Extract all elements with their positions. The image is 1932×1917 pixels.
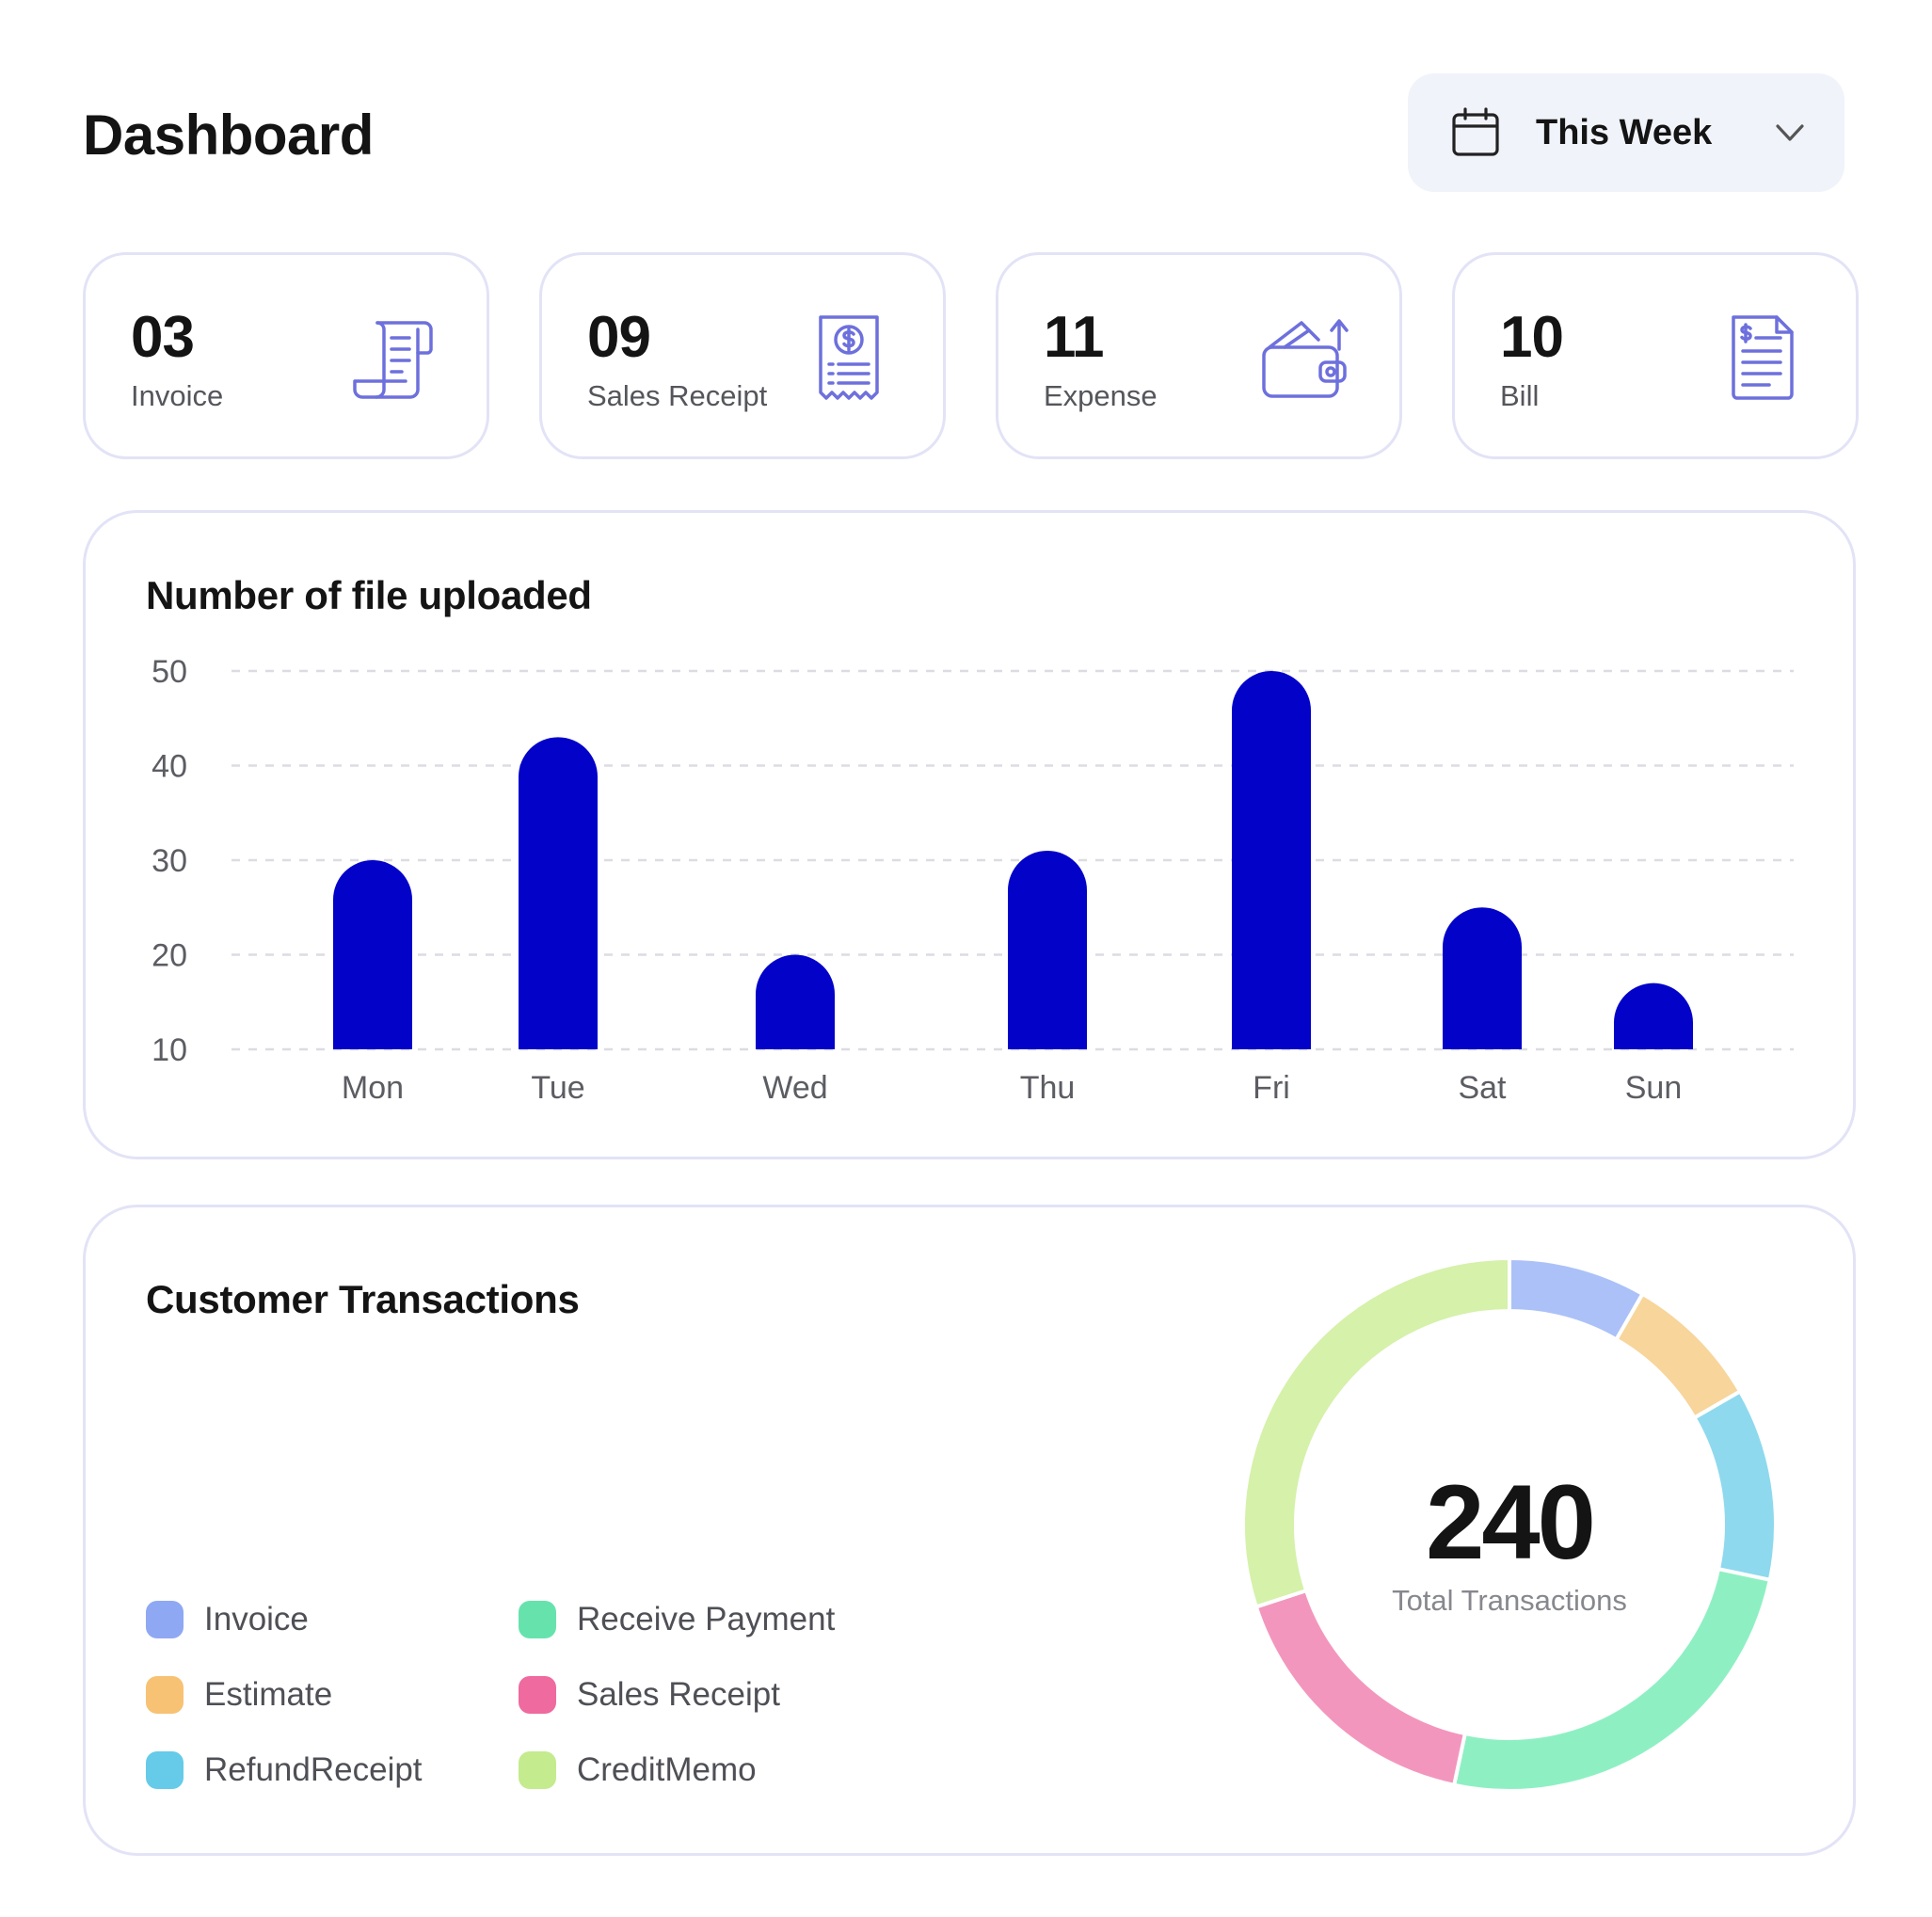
transactions-donut-chart xyxy=(1241,1256,1778,1793)
x-tick-label: Sun xyxy=(1625,1070,1683,1106)
y-tick-label: 40 xyxy=(152,749,187,785)
bill-document-icon xyxy=(1715,312,1809,406)
bar-fri xyxy=(1232,671,1311,1049)
stat-label: Bill xyxy=(1500,379,1540,412)
stat-label: Sales Receipt xyxy=(587,379,768,412)
legend-swatch xyxy=(519,1751,556,1789)
y-tick-label: 20 xyxy=(152,938,187,974)
bar-mon xyxy=(333,860,412,1049)
period-select-label: This Week xyxy=(1536,112,1713,152)
legend-label: Estimate xyxy=(204,1676,333,1713)
wallet-icon xyxy=(1258,312,1352,406)
x-tick-label: Sat xyxy=(1458,1070,1507,1106)
legend-label: Sales Receipt xyxy=(577,1676,780,1713)
transactions-legend: Invoice Receive Payment Estimate Sales R… xyxy=(146,1601,993,1845)
x-tick-label: Mon xyxy=(342,1070,404,1106)
legend-item-estimate: Estimate xyxy=(146,1676,332,1714)
stat-value: 10 xyxy=(1500,305,1564,370)
legend-swatch xyxy=(519,1676,556,1714)
stat-label: Expense xyxy=(1044,379,1158,412)
stat-card-bill[interactable]: 10 Bill xyxy=(1452,252,1859,459)
chevron-down-icon xyxy=(1773,116,1807,150)
legend-swatch xyxy=(146,1751,184,1789)
legend-label: RefundReceipt xyxy=(204,1751,423,1788)
uploads-title: Number of file uploaded xyxy=(146,573,592,617)
legend-item-receive-payment: Receive Payment xyxy=(519,1601,835,1638)
legend-label: CreditMemo xyxy=(577,1751,757,1788)
legend-item-invoice: Invoice xyxy=(146,1601,309,1638)
stat-card-sales-receipt[interactable]: 09 Sales Receipt xyxy=(539,252,946,459)
uploads-panel: Number of file uploaded 10 20 30 40 50 Mon Tue… xyxy=(83,510,1856,1159)
donut-slice-sales-receipt xyxy=(1253,1588,1468,1788)
receipt-dollar-icon xyxy=(802,312,896,406)
legend-swatch xyxy=(146,1676,184,1714)
stat-card-expense[interactable]: 11 Expense xyxy=(996,252,1402,459)
stat-value: 09 xyxy=(587,305,651,370)
donut-slice-estimate xyxy=(1613,1291,1743,1421)
legend-label: Receive Payment xyxy=(577,1601,836,1637)
period-select[interactable]: This Week xyxy=(1408,73,1844,192)
transactions-panel: Customer Transactions Invoice Receive Pa… xyxy=(83,1205,1856,1856)
calendar-icon xyxy=(1449,106,1502,159)
x-tick-label: Tue xyxy=(531,1070,584,1106)
page-title: Dashboard xyxy=(83,104,374,167)
transactions-title: Customer Transactions xyxy=(146,1277,580,1321)
y-tick-label: 30 xyxy=(152,843,187,879)
x-tick-label: Thu xyxy=(1020,1070,1076,1106)
legend-item-refund-receipt: RefundReceipt xyxy=(146,1751,423,1789)
legend-item-credit-memo: CreditMemo xyxy=(519,1751,757,1789)
bar-wed xyxy=(756,954,835,1049)
x-tick-label: Fri xyxy=(1253,1070,1290,1106)
stat-label: Invoice xyxy=(131,379,224,412)
donut-total-caption: Total Transactions xyxy=(1392,1584,1627,1617)
donut-slice-creditmemo xyxy=(1241,1256,1511,1609)
legend-swatch xyxy=(146,1601,184,1638)
y-tick-label: 10 xyxy=(152,1032,187,1068)
donut-total-value: 240 xyxy=(1426,1463,1596,1581)
legend-item-sales-receipt: Sales Receipt xyxy=(519,1676,780,1714)
invoice-scroll-icon xyxy=(345,312,439,406)
legend-label: Invoice xyxy=(204,1601,309,1637)
bar-thu xyxy=(1008,850,1087,1049)
y-tick-label: 50 xyxy=(152,654,187,690)
bar-tue xyxy=(519,737,598,1049)
stat-value: 11 xyxy=(1044,305,1105,370)
legend-swatch xyxy=(519,1601,556,1638)
x-tick-label: Wed xyxy=(762,1070,827,1106)
uploads-bar-chart: 10 20 30 40 50 Mon Tue Wed Thu Fri Sat Sun xyxy=(152,654,1794,1106)
bar-sat xyxy=(1443,907,1522,1049)
stat-value: 03 xyxy=(131,305,195,370)
stat-card-invoice[interactable]: 03 Invoice xyxy=(83,252,489,459)
bar-sun xyxy=(1614,982,1693,1049)
